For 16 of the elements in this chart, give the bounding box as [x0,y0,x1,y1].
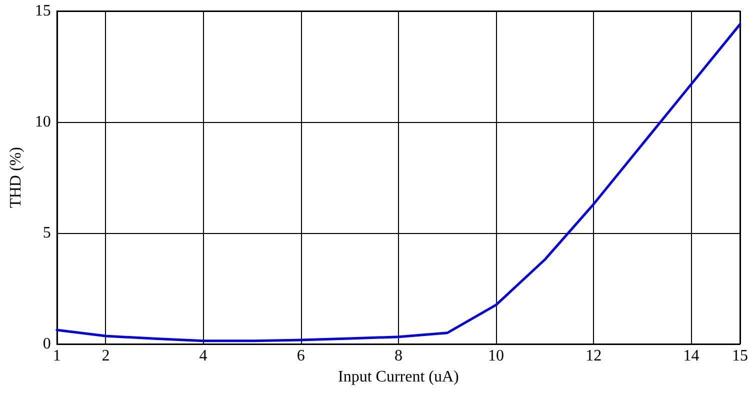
x-tick-label: 6 [296,348,305,364]
x-tick-label: 10 [488,348,504,364]
y-tick-label: 15 [34,2,51,20]
y-tick-label: 10 [34,114,51,130]
x-tick-label: 15 [732,348,748,364]
x-tick-label: 8 [394,348,402,364]
x-tick-label: 14 [683,348,700,364]
y-tick-label: 5 [42,224,51,242]
line-series [56,23,742,342]
x-tick-label: 2 [102,348,110,364]
x-tick-label: 12 [586,348,602,364]
y-axis-title: THD (%) [8,147,24,208]
x-axis-title: Input Current (uA) [338,368,459,386]
y-tick-label: 0 [42,336,51,352]
x-tick-label: 4 [199,348,208,364]
x-tick-label: 1 [52,348,61,364]
